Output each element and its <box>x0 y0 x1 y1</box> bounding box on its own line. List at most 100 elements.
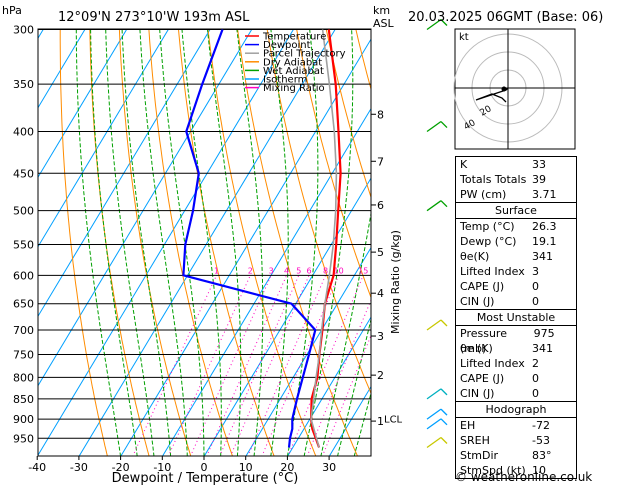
wind-barb-flag <box>440 121 448 128</box>
mixing-ratio-label: 1 <box>214 266 219 275</box>
dewpoint-profile <box>182 29 317 448</box>
pressure-tick-label: 450 <box>13 167 34 180</box>
dry-adiabat-line <box>592 30 629 457</box>
mu-row: CIN (J) 0 <box>460 387 539 400</box>
mixing-ratio-label: 15 <box>358 266 368 275</box>
surface-row: Temp (°C) 26.3 <box>460 220 557 233</box>
pressure-tick-label: 400 <box>13 126 34 139</box>
legend-label: Isotherm <box>263 75 307 86</box>
isotherm-line <box>38 29 128 179</box>
km-tick-label: 5 <box>377 246 384 259</box>
wind-barb <box>426 200 442 212</box>
km-label: km <box>373 4 390 17</box>
wet-adiabat-line <box>139 29 188 456</box>
mu-row: CAPE (J) 0 <box>460 372 539 385</box>
pressure-tick-label: 950 <box>13 432 34 445</box>
wet-adiabat-line <box>337 317 371 456</box>
pressure-tick-label: 750 <box>13 348 34 361</box>
mixing-ratio-line <box>229 275 310 456</box>
wind-barb-flag <box>440 418 448 426</box>
pressure-tick-label: 900 <box>13 413 34 426</box>
mixing-ratio-line <box>219 275 300 456</box>
wet-adiabat-line <box>303 29 354 456</box>
wind-barb <box>426 418 442 430</box>
legend-label: Wet Adiabat <box>263 66 324 77</box>
location-title: 12°09'N 273°10'W 193m ASL <box>58 10 250 25</box>
km-tick-label: 6 <box>377 199 384 212</box>
surface-row: θe(K) 341 <box>460 250 553 263</box>
mixing-ratio-label: 4 <box>284 266 289 275</box>
wind-barb-flag <box>440 437 448 444</box>
pressure-tick-label: 550 <box>13 238 34 251</box>
surface-row: CIN (J) 0 <box>460 295 539 308</box>
isotherm-line <box>245 246 371 456</box>
wind-barb <box>426 408 442 420</box>
temp-tick-label: 10 <box>239 461 253 474</box>
wet-adiabat-line <box>236 29 264 456</box>
mu-row: Pressure (mb) 975 <box>460 327 555 355</box>
mixing-ratio-line <box>167 275 251 456</box>
dry-adiabat-line <box>325 29 371 199</box>
wet-adiabat-line <box>181 29 222 456</box>
mu-row: θe (K) 341 <box>460 342 553 355</box>
isotherm-line <box>78 29 336 456</box>
hodo-row: EH -72 <box>460 419 550 432</box>
hodograph: kt 20 40 <box>453 28 576 150</box>
index-row-totals: Totals Totals 39 <box>460 173 546 186</box>
wind-barb-flag <box>440 408 448 416</box>
isotherm-line <box>38 29 294 456</box>
temp-tick-label: 0 <box>201 461 208 474</box>
mu-row: Lifted Index 2 <box>460 357 539 370</box>
dry-adiabat-line <box>89 29 150 456</box>
mixing-ratio-label: 3 <box>269 266 274 275</box>
datetime-title: 20.03.2025 06GMT (Base: 06) <box>408 10 603 25</box>
index-row-pw: PW (cm) 3.71 <box>460 188 557 201</box>
wind-barb-flag <box>440 200 448 208</box>
isotherm-line <box>203 177 371 456</box>
mixing-ratio-label: 5 <box>296 266 301 275</box>
isotherm-line <box>287 316 371 456</box>
surface-row: CAPE (J) 0 <box>460 280 539 293</box>
pressure-tick-label: 850 <box>13 393 34 406</box>
km-tick-label: 1 <box>377 415 384 428</box>
lcl-label: LCL <box>384 414 403 425</box>
km-tick-label: 3 <box>377 330 384 343</box>
wind-barb <box>426 319 442 331</box>
wind-barb-flag <box>440 319 448 327</box>
mixing-ratio-label: 20 <box>376 266 386 275</box>
km-tick-label: 2 <box>377 369 384 382</box>
wet-adiabat-line <box>353 391 371 456</box>
pressure-tick-label: 350 <box>13 78 34 91</box>
hpa-label: hPa <box>2 4 22 17</box>
hodograph-unit-label: kt <box>459 32 469 43</box>
dry-adiabat-line <box>59 29 108 456</box>
pressure-tick-label: 650 <box>13 298 34 311</box>
mixing-ratio-label: 8 <box>323 266 328 275</box>
km-tick-label: 8 <box>377 108 384 121</box>
hodo-row: SREH -53 <box>460 434 550 447</box>
wind-barb <box>426 388 442 400</box>
temp-tick-label: -40 <box>28 461 46 474</box>
pressure-tick-label: 300 <box>13 24 34 37</box>
mixing-ratio-axis-label: Mixing Ratio (g/kg) <box>389 230 402 334</box>
dry-adiabat-line <box>622 30 629 457</box>
surface-row: Lifted Index 3 <box>460 265 539 278</box>
wet-adiabat-line <box>75 29 122 456</box>
wind-barb-flag <box>440 19 448 26</box>
hodo-row: StmSpd (kt) 10 <box>460 464 546 477</box>
pressure-tick-label: 800 <box>13 371 34 384</box>
mixing-ratio-line <box>247 275 326 456</box>
dry-adiabat-line <box>148 29 233 456</box>
isotherm-line <box>162 107 371 456</box>
parcel-trajectory-profile <box>310 29 338 448</box>
wind-barb <box>426 18 442 31</box>
temp-tick-label: -10 <box>153 461 171 474</box>
hodo-row: StmDir 83° <box>460 449 552 462</box>
temp-tick-label: 30 <box>322 461 336 474</box>
most-unstable-header: Most Unstable <box>456 310 576 326</box>
index-row-k: K 33 <box>460 158 546 171</box>
mixing-ratio-label: 2 <box>248 266 253 275</box>
temp-tick-label: -30 <box>70 461 88 474</box>
legend-label: Mixing Ratio <box>263 83 325 94</box>
